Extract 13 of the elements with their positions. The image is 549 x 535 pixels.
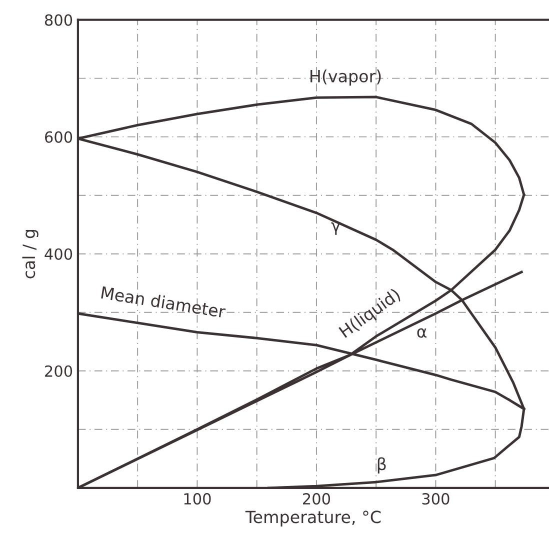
x-tick-label: 300 xyxy=(422,493,450,505)
y-tick-label: 600 xyxy=(45,131,72,143)
series-label: α xyxy=(417,328,427,338)
y-tick-label: 200 xyxy=(45,365,72,377)
y-tick-label: 400 xyxy=(44,248,72,260)
x-tick-label: 200 xyxy=(303,493,330,505)
text: Mean diameter xyxy=(101,286,226,318)
y-tick-label: 800 xyxy=(44,14,72,26)
y-axis-title: cal / g xyxy=(22,230,38,278)
x-axis-title: Temperature, °C xyxy=(245,510,381,526)
series-label: H(vapor) xyxy=(310,70,381,86)
series-label: β xyxy=(378,457,386,474)
x-tick-label: 100 xyxy=(184,493,211,505)
